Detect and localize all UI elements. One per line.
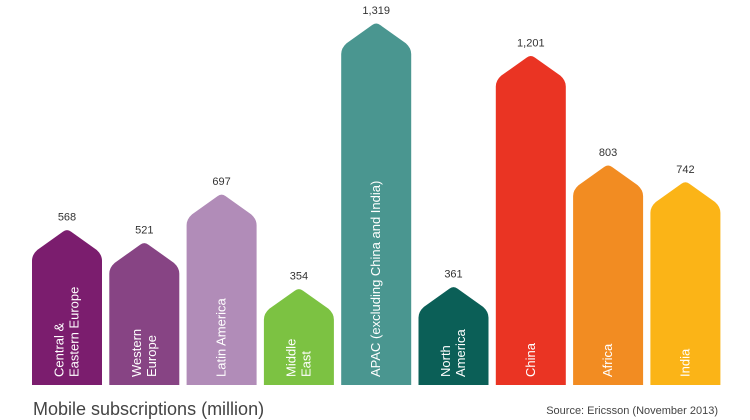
value-label-latin-america: 697 bbox=[212, 176, 230, 188]
value-label-central-eastern-europe: 568 bbox=[58, 212, 76, 224]
category-label-latin-america: Latin America bbox=[214, 297, 229, 377]
value-label-middle-east: 354 bbox=[290, 271, 308, 283]
category-label-north-america: NorthAmerica bbox=[438, 329, 468, 377]
value-label-africa: 803 bbox=[599, 147, 617, 159]
chart-source: Source: Ericsson (November 2013) bbox=[546, 405, 718, 417]
bar-middle-east bbox=[263, 289, 334, 385]
category-label-central-eastern-europe: Central &Eastern Europe bbox=[52, 287, 82, 377]
bar-western-europe bbox=[109, 243, 180, 385]
category-label-china: China bbox=[523, 342, 538, 377]
category-label-apac-excluding-china-and-india: APAC (excluding China and India) bbox=[368, 181, 383, 377]
category-label-middle-east: MiddleEast bbox=[283, 339, 313, 377]
value-label-north-america: 361 bbox=[444, 269, 462, 281]
bar-central-eastern-europe bbox=[32, 230, 102, 385]
category-label-western-europe: WesternEurope bbox=[129, 329, 159, 377]
value-label-apac-excluding-china-and-india: 1,319 bbox=[362, 5, 390, 17]
category-label-africa: Africa bbox=[600, 343, 615, 377]
chart-title: Mobile subscriptions (million) bbox=[33, 399, 265, 419]
category-label-india: India bbox=[677, 348, 692, 377]
bar-china bbox=[495, 55, 566, 385]
bar-india bbox=[650, 182, 721, 385]
value-label-india: 742 bbox=[676, 164, 694, 176]
bar-africa bbox=[573, 165, 644, 385]
bar-apac-excluding-china-and-india bbox=[341, 23, 412, 385]
value-label-western-europe: 521 bbox=[135, 225, 153, 237]
bar-latin-america bbox=[186, 194, 257, 385]
bar-north-america bbox=[418, 287, 489, 385]
value-label-china: 1,201 bbox=[517, 37, 545, 49]
